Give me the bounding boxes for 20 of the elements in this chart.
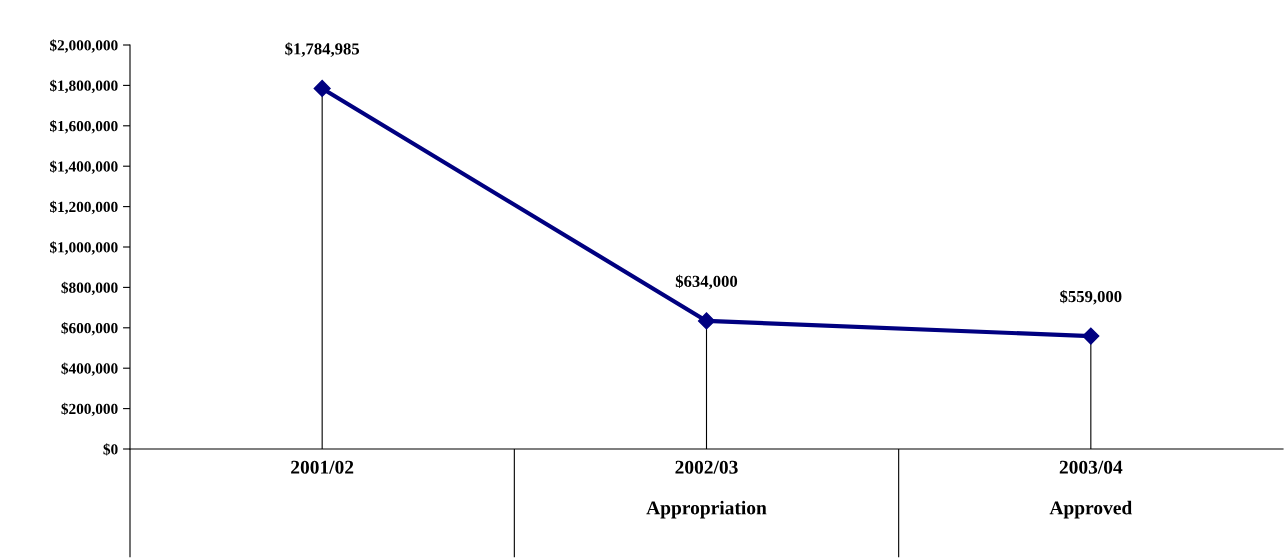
category-label: 2003/04 Approved [1049, 460, 1133, 519]
y-tick-label: $1,800,000 [49, 79, 118, 94]
point [697, 312, 716, 330]
x-tick-label: 2001/02 [291, 460, 354, 474]
y-tick-label: $0 [103, 443, 118, 456]
category-label: 2002/03 Appropriation [646, 460, 767, 519]
point [313, 79, 331, 97]
y-tick-label: $800,000 [61, 281, 118, 296]
data-label: $634,000 [675, 274, 738, 290]
y-tick-label: $1,200,000 [49, 200, 118, 215]
y-tick-label: $600,000 [61, 322, 118, 336]
y-tick-label: $1,600,000 [49, 120, 118, 134]
point [1082, 327, 1100, 345]
y-tick-label: $400,000 [61, 362, 118, 376]
data-label: $1,784,985 [285, 42, 360, 57]
y-tick-label: $200,000 [61, 402, 118, 417]
data-label: $559,000 [1060, 289, 1122, 305]
y-tick-label: $1,400,000 [49, 160, 118, 174]
y-tick-label: $2,000,000 [49, 39, 118, 53]
y-tick-label: $1,000,000 [49, 241, 118, 255]
